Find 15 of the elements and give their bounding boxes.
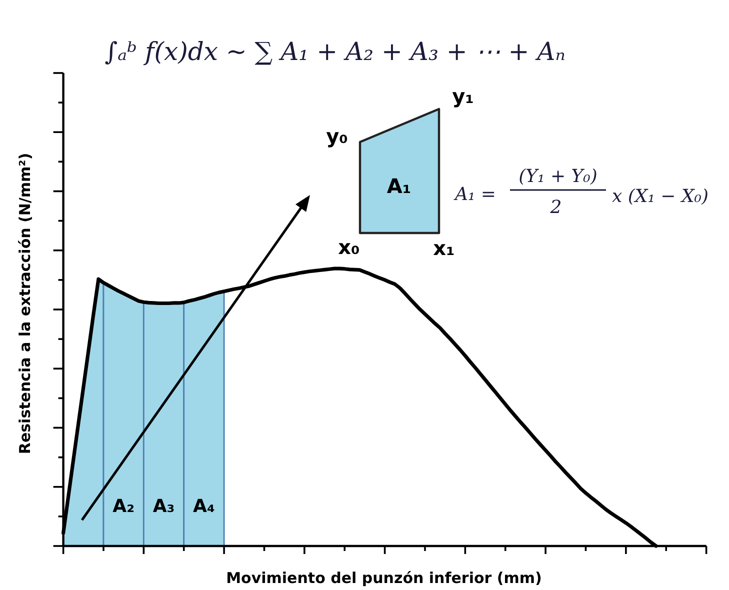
text: x (X₁ − X₀) <box>612 186 709 207</box>
y-axis-title: Resistencia a la extracción (N/mm²) <box>16 152 34 454</box>
text: 2 <box>549 197 562 218</box>
text: y₁ <box>452 84 474 108</box>
text: A₁ <box>386 174 412 198</box>
text: A₁ = <box>453 184 496 205</box>
series-label: A₂ <box>112 496 134 517</box>
text: x₀ <box>338 235 360 259</box>
series-label: A₃ <box>152 496 175 517</box>
series-label: A₄ <box>193 496 215 517</box>
text: (Y₁ + Y₀) <box>518 166 598 187</box>
chart-title: ∫ₐᵇ f(x)dx ~ ∑ A₁ + A₂ + A₃ + ⋯ + Aₙ <box>104 37 566 66</box>
x-axis-title: Movimiento del punzón inferior (mm) <box>226 569 542 587</box>
text: x₁ <box>433 236 455 260</box>
text: y₀ <box>326 124 348 148</box>
